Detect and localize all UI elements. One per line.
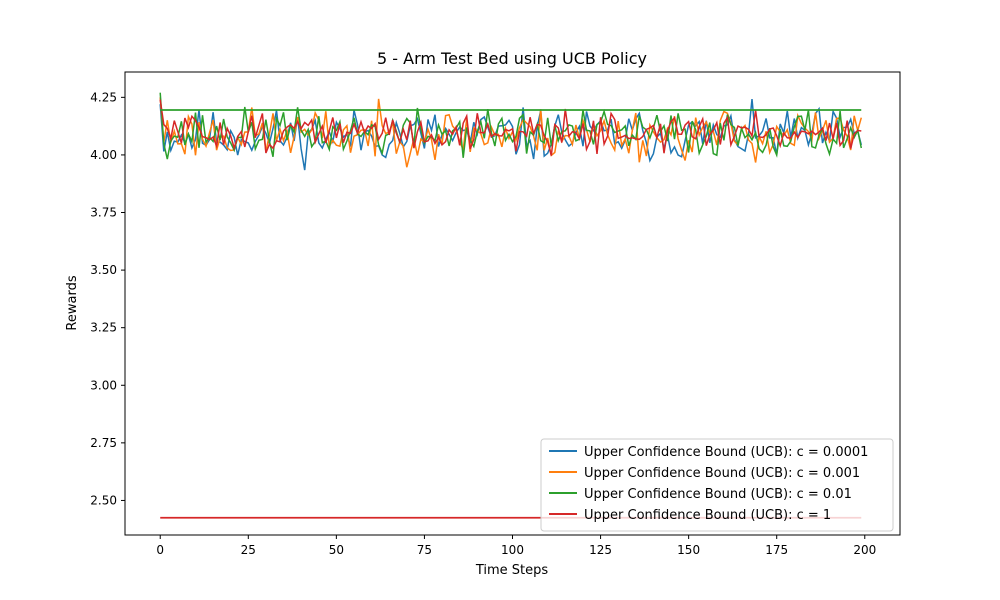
plot-area xyxy=(159,92,863,519)
legend-label-0: Upper Confidence Bound (UCB): c = 0.0001 xyxy=(584,445,868,460)
y-tick-label: 3.25 xyxy=(90,321,117,335)
series-line-0 xyxy=(159,99,863,171)
x-tick-label: 100 xyxy=(501,543,524,557)
x-axis-ticks: 0 25 50 75 100 125 150 175 200 xyxy=(156,535,876,557)
x-tick-label: 50 xyxy=(329,543,344,557)
y-tick-label: 3.00 xyxy=(90,378,117,392)
legend-label-3: Upper Confidence Bound (UCB): c = 1 xyxy=(584,508,831,523)
x-tick-label: 0 xyxy=(156,543,164,557)
y-axis-label: Rewards xyxy=(65,275,80,330)
chart-title: 5 - Arm Test Bed using UCB Policy xyxy=(377,49,647,68)
x-axis-label: Time Steps xyxy=(475,563,549,578)
legend: Upper Confidence Bound (UCB): c = 0.0001… xyxy=(540,438,894,532)
y-axis-ticks: 2.50 2.75 3.00 3.25 3.50 3.75 4.00 4.25 xyxy=(90,90,125,507)
series-line-3 xyxy=(159,99,862,156)
series-line-2 xyxy=(159,92,863,160)
x-tick-label: 125 xyxy=(589,543,612,557)
legend-label-2: Upper Confidence Bound (UCB): c = 0.01 xyxy=(584,487,852,502)
x-tick-label: 25 xyxy=(241,543,256,557)
y-tick-label: 3.50 xyxy=(90,263,117,277)
y-tick-label: 2.75 xyxy=(90,436,117,450)
x-tick-label: 200 xyxy=(853,543,876,557)
y-tick-label: 4.25 xyxy=(90,90,117,104)
y-tick-label: 2.50 xyxy=(90,493,117,507)
x-tick-label: 175 xyxy=(765,543,788,557)
x-tick-label: 150 xyxy=(677,543,700,557)
legend-label-1: Upper Confidence Bound (UCB): c = 0.001 xyxy=(584,466,860,481)
y-tick-label: 3.75 xyxy=(90,206,117,220)
legend-box xyxy=(540,438,894,532)
series-line-1 xyxy=(159,97,863,168)
x-tick-label: 75 xyxy=(417,543,432,557)
y-tick-label: 4.00 xyxy=(90,148,117,162)
